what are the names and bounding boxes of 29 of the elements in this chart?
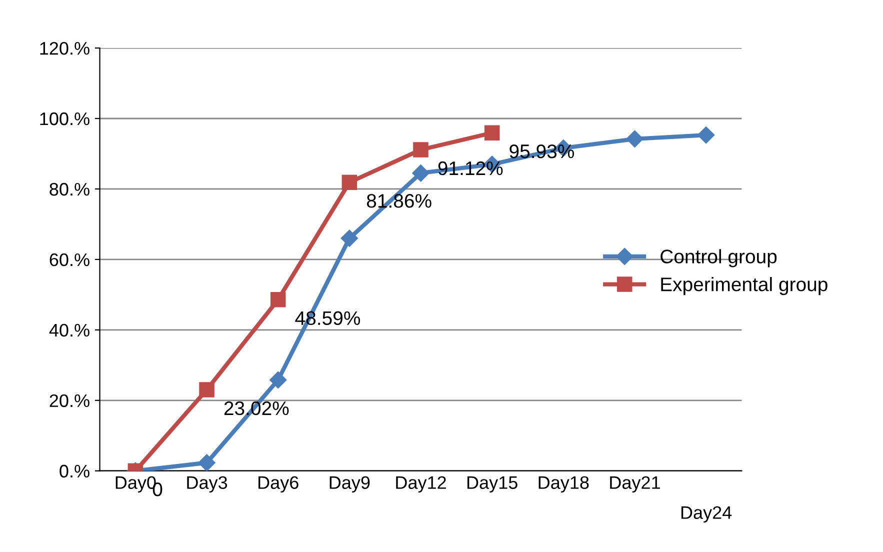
x-tick-label: Day15 (467, 476, 518, 493)
x-tick-label: Day6 (258, 476, 298, 493)
y-tick-label: 0.% (60, 464, 90, 478)
point (412, 164, 430, 182)
x-tick-label: Day21 (610, 476, 660, 493)
point (698, 126, 715, 144)
x-tick-label: Day12 (396, 476, 446, 493)
y-tick-label: 60.% (50, 253, 90, 266)
point (270, 292, 286, 308)
point (270, 371, 287, 388)
x-tick-label: Day24 (681, 506, 732, 523)
point (342, 174, 358, 190)
x-tick-label: Day18 (538, 476, 589, 493)
point (413, 142, 428, 158)
y-tick-label: 40.% (49, 324, 90, 337)
y-tick-label: 80.% (50, 182, 90, 196)
legend-label: Experimental group (661, 276, 828, 296)
data-label: 91.12% (438, 161, 503, 176)
y-tick-label: 100.% (40, 112, 90, 126)
x-tick-label: Day9 (330, 476, 370, 493)
point (484, 125, 500, 140)
point (198, 454, 216, 471)
y-tick-label: 120.% (40, 42, 90, 55)
point (626, 130, 644, 148)
legend-label: Control group (660, 249, 777, 268)
point (340, 230, 358, 247)
point (199, 382, 214, 398)
y-tick-label: 20.% (50, 394, 90, 408)
x-tick-label: Day3 (187, 476, 228, 493)
